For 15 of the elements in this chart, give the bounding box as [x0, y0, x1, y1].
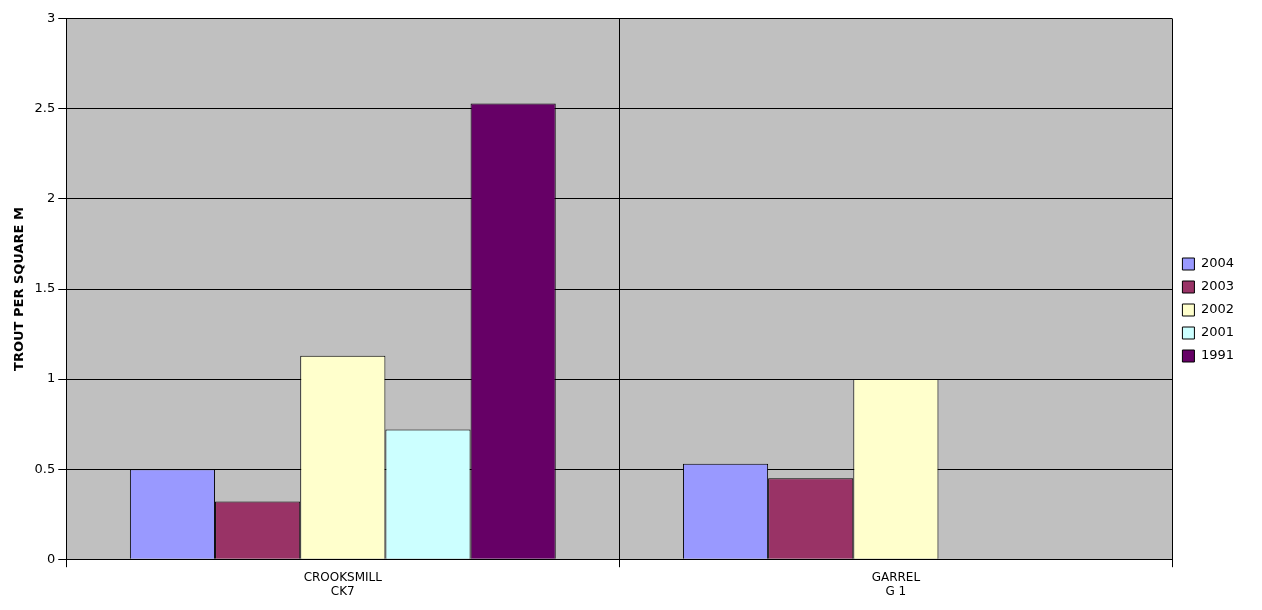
y-tick-label: 1: [46, 370, 56, 386]
legend-label: 2004: [1200, 255, 1235, 271]
y-tick-label: 2: [46, 190, 56, 206]
legend-label: 2002: [1200, 301, 1235, 317]
legend-label: 2001: [1200, 324, 1235, 340]
y-tick-label: 2.5: [34, 100, 56, 116]
y-tick-label: 0: [46, 550, 56, 566]
legend-label: 1991: [1200, 347, 1235, 363]
y-tick-label: 3: [46, 10, 56, 26]
y-axis-title: TROUT PER SQUARE M: [11, 207, 27, 371]
legend-label: 2003: [1200, 278, 1235, 294]
y-tick-label: 0.5: [34, 460, 56, 476]
y-tick-label: 1.5: [34, 280, 56, 296]
x-tick-label: GARREL G 1: [871, 569, 921, 598]
x-tick-label: CROOKSMILL CK7: [303, 569, 383, 598]
